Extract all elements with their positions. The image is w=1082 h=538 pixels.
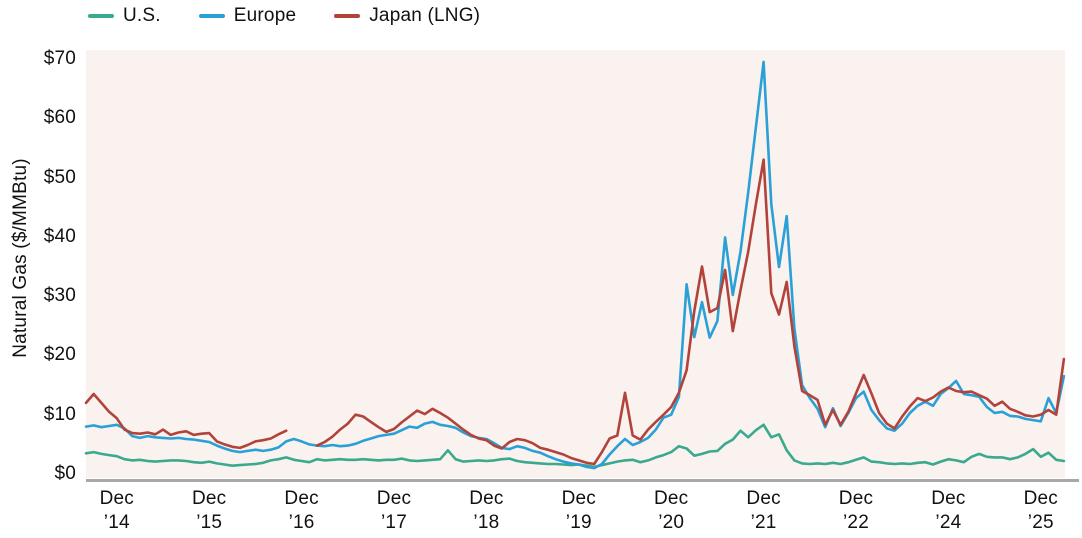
x-tick-year: ’21 xyxy=(750,512,777,533)
legend-label-japan-lng: Japan (LNG) xyxy=(369,5,481,26)
x-tick-label-24: Dec ’24 xyxy=(931,487,965,535)
x-tick-year: ’14 xyxy=(103,512,130,533)
y-tick-label-40: $40 xyxy=(43,225,76,247)
plot-area xyxy=(84,50,1066,478)
legend-label-us: U.S. xyxy=(123,5,161,26)
x-tick-label-14: Dec ’14 xyxy=(100,487,134,535)
legend-swatch-us xyxy=(88,14,114,18)
x-tick-label-16: Dec ’16 xyxy=(284,487,318,535)
x-tick-year: ’24 xyxy=(935,512,962,533)
x-tick-month: Dec xyxy=(653,488,689,509)
y-tick-label-10: $10 xyxy=(43,403,76,425)
y-tick-label-70: $70 xyxy=(43,47,76,69)
x-tick-month: Dec xyxy=(931,488,966,509)
x-tick-label-20: Dec ’20 xyxy=(654,487,688,535)
x-tick-month: Dec xyxy=(469,488,504,509)
x-tick-month: Dec xyxy=(561,488,596,509)
legend-item-europe: Europe xyxy=(198,5,297,27)
x-tick-month: Dec xyxy=(284,488,319,509)
x-tick-label-17: Dec ’17 xyxy=(377,487,411,535)
x-tick-label-21: Dec ’21 xyxy=(746,487,780,535)
legend-item-japan-lng: Japan (LNG) xyxy=(334,5,480,27)
x-tick-month: Dec xyxy=(99,488,134,509)
x-tick-year: ’15 xyxy=(196,512,223,533)
x-tick-label-18: Dec ’18 xyxy=(469,487,503,535)
y-tick-label-30: $30 xyxy=(43,285,76,307)
y-tick-label-20: $20 xyxy=(43,344,76,366)
legend-item-us: U.S. xyxy=(88,5,161,27)
x-tick-month: Dec xyxy=(191,488,227,509)
legend-swatch-europe xyxy=(198,14,225,18)
x-tick-month: Dec xyxy=(376,488,412,509)
x-tick-label-19: Dec ’19 xyxy=(562,487,596,535)
x-tick-month: Dec xyxy=(746,488,781,509)
x-tick-year: ’22 xyxy=(843,512,869,533)
x-tick-year: ’17 xyxy=(381,512,407,533)
series-svg xyxy=(84,60,1066,470)
x-tick-month: Dec xyxy=(1023,488,1058,509)
x-tick-year: ’19 xyxy=(565,512,592,533)
series-line-europe xyxy=(84,60,1066,470)
y-tick-label-60: $60 xyxy=(43,107,76,129)
legend-label-europe: Europe xyxy=(233,5,297,26)
series-line-japan-lng xyxy=(84,158,1066,466)
x-tick-year: ’16 xyxy=(288,512,315,533)
y-tick-label-0: $0 xyxy=(54,463,76,484)
x-tick-month: Dec xyxy=(838,488,874,509)
legend-swatch-japan-lng xyxy=(334,14,361,18)
x-tick-label-15: Dec ’15 xyxy=(192,487,226,535)
x-tick-label-25: Dec ’25 xyxy=(1024,487,1058,535)
x-tick-year: ’25 xyxy=(1027,512,1054,533)
x-axis-line xyxy=(86,479,1079,482)
x-tick-year: ’20 xyxy=(658,512,685,533)
x-tick-label-22: Dec ’22 xyxy=(839,487,873,535)
x-tick-year: ’18 xyxy=(473,512,500,533)
y-tick-label-50: $50 xyxy=(43,166,76,188)
legend: U.S. Europe Japan (LNG) xyxy=(88,5,480,27)
